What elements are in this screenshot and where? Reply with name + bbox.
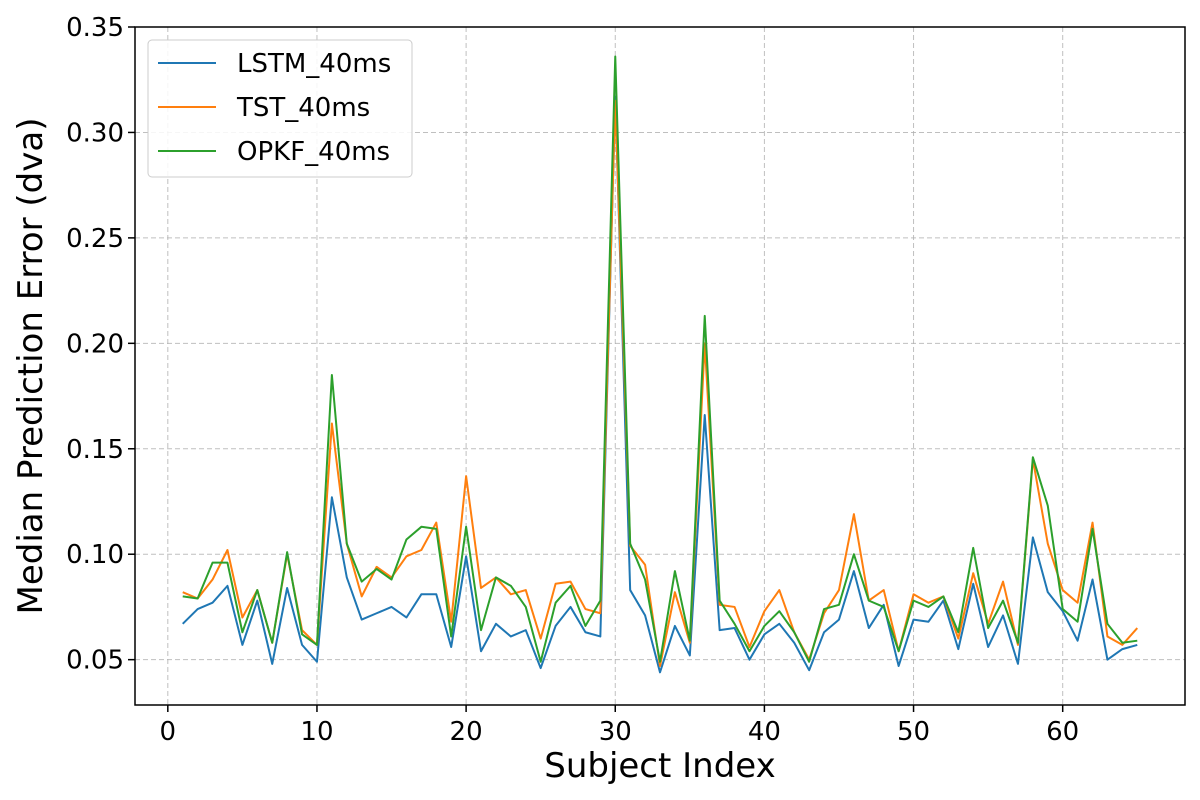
y-axis-label: Median Prediction Error (dva): [11, 118, 51, 615]
legend: LSTM_40ms TST_40ms OPKF_40ms: [147, 39, 413, 178]
y-tick-label: 0.25: [66, 224, 124, 254]
legend-box: [147, 39, 413, 178]
x-tick-label: 40: [748, 717, 781, 747]
series-lines: [182, 55, 1139, 674]
x-tick-label: 50: [897, 717, 930, 747]
y-tick-label: 0.15: [66, 435, 124, 465]
x-tick-label: 20: [450, 717, 483, 747]
x-tick-label: 10: [300, 717, 333, 747]
legend-label: TST_40ms: [236, 93, 370, 123]
axis-ticks: 0 10 20 30 40 50 60 0.05 0.10 0.15 0.20 0.25 0.30 0.3…: [66, 13, 1079, 747]
x-tick-label: 60: [1046, 717, 1079, 747]
legend-label: LSTM_40ms: [237, 49, 391, 79]
series-line-tst-40ms: [182, 99, 1139, 667]
y-tick-label: 0.05: [66, 646, 124, 676]
x-axis-label: Subject Index: [544, 746, 776, 786]
x-tick-label: 30: [599, 717, 632, 747]
legend-label: OPKF_40ms: [237, 137, 390, 167]
y-tick-label: 0.35: [66, 13, 124, 43]
plot-frame: [134, 26, 1186, 706]
y-tick-label: 0.30: [66, 118, 124, 148]
y-tick-label: 0.10: [66, 540, 124, 570]
series-line-lstm-40ms: [182, 95, 1138, 674]
x-tick-label: 0: [160, 717, 177, 747]
y-tick-label: 0.20: [66, 329, 124, 359]
series-line-opkf-40ms: [182, 55, 1138, 663]
